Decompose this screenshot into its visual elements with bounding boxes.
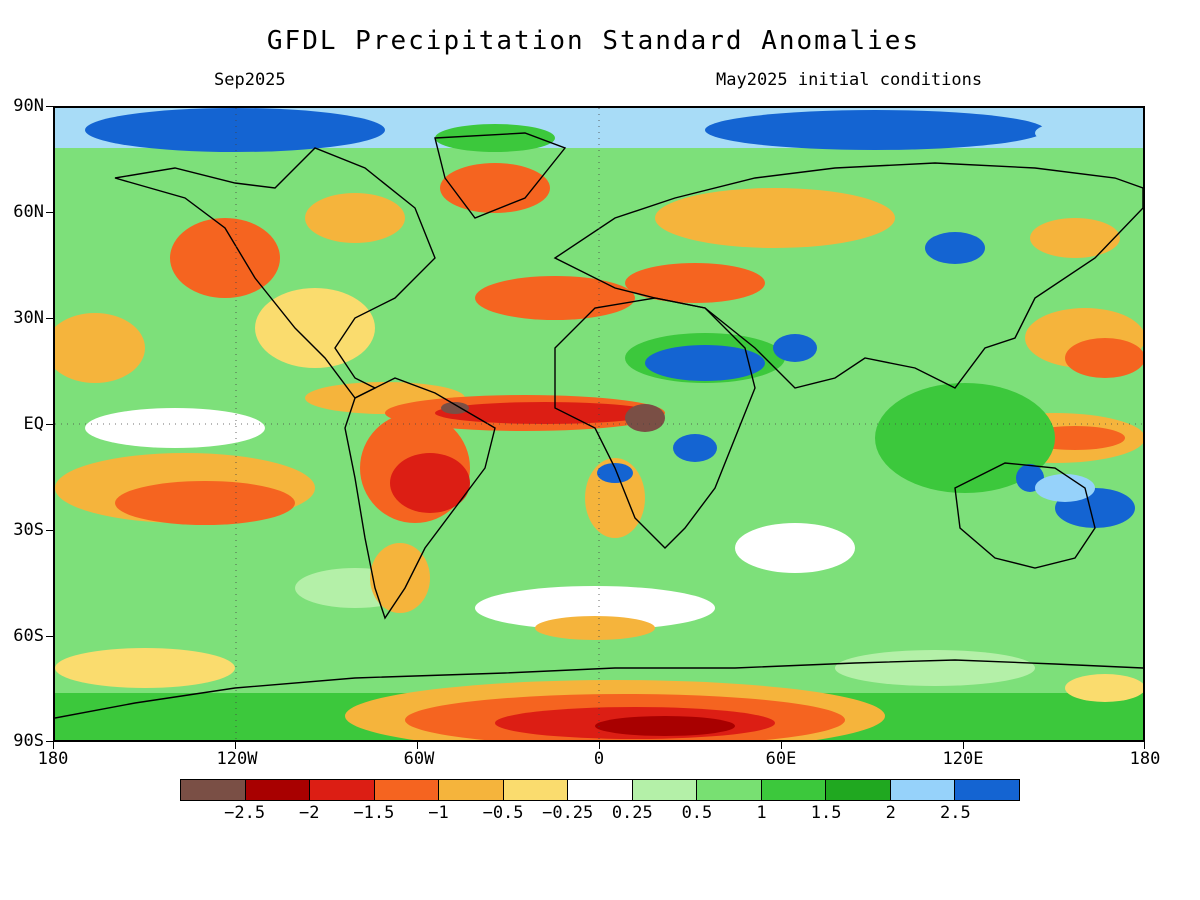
lat-tick-label: 90S bbox=[13, 731, 44, 751]
colorbar-label: 1.5 bbox=[810, 803, 842, 823]
colorbar-label: 2 bbox=[885, 803, 896, 823]
maritime-wet-anomaly bbox=[875, 232, 1135, 528]
colorbar-swatch bbox=[245, 780, 311, 800]
chart-title: GFDL Precipitation Standard Anomalies bbox=[266, 26, 921, 56]
lat-tick-mark bbox=[46, 530, 53, 531]
lat-tick-mark bbox=[46, 318, 53, 319]
colorbar-swatch bbox=[310, 780, 375, 800]
lon-tick-label: 120E bbox=[942, 749, 984, 769]
lon-tick-label: 60E bbox=[765, 749, 797, 769]
lat-tick-label: 90N bbox=[13, 96, 44, 116]
lat-tick-mark bbox=[46, 424, 53, 425]
lon-tick-mark bbox=[53, 742, 54, 749]
lat-tick-mark bbox=[46, 741, 53, 742]
north-america-outline bbox=[114, 147, 436, 399]
colorbar-swatch bbox=[568, 780, 633, 800]
colorbar-label: −1.5 bbox=[353, 803, 395, 823]
colorbar-label: −0.25 bbox=[542, 803, 594, 823]
colorbar-label: 1 bbox=[756, 803, 767, 823]
anomaly-map bbox=[53, 106, 1145, 742]
lon-tick-label: 180 bbox=[37, 749, 69, 769]
northern-dry-patches bbox=[55, 163, 1143, 383]
lat-tick-label: EQ bbox=[23, 414, 44, 434]
greenland-outline bbox=[434, 132, 567, 219]
lat-tick-mark bbox=[46, 212, 53, 213]
lon-tick-mark bbox=[235, 742, 236, 749]
colorbar-swatch bbox=[439, 780, 504, 800]
colorbar-swatch bbox=[632, 780, 698, 800]
lon-tick-mark bbox=[1144, 742, 1145, 749]
colorbar-swatch bbox=[503, 780, 569, 800]
eurasia-outline bbox=[553, 162, 1143, 389]
africa-wet-anomaly bbox=[597, 333, 817, 483]
lon-tick-mark bbox=[599, 742, 600, 749]
africa-outline bbox=[554, 297, 756, 549]
lon-tick-label: 120W bbox=[216, 749, 258, 769]
lat-tick-label: 30N bbox=[13, 308, 44, 328]
near-normal-patches bbox=[85, 408, 1035, 686]
antarctica-outline bbox=[55, 659, 1143, 719]
reference-gridlines bbox=[55, 108, 1143, 740]
colorbar-label: −2 bbox=[298, 803, 320, 823]
colorbar-label: 0.25 bbox=[611, 803, 653, 823]
forecast-month: Sep2025 bbox=[214, 70, 286, 90]
colorbar-swatch bbox=[761, 780, 827, 800]
colorbar-swatch bbox=[181, 780, 246, 800]
south-america-outline bbox=[344, 377, 496, 620]
colorbar-legend bbox=[180, 779, 1020, 801]
colorbar-label: 0.5 bbox=[681, 803, 713, 823]
lon-tick-label: 60W bbox=[403, 749, 435, 769]
colorbar-swatch bbox=[890, 780, 956, 800]
colorbar-label: 2.5 bbox=[940, 803, 971, 823]
colorbar-swatch bbox=[826, 780, 891, 800]
coastlines bbox=[55, 132, 1143, 719]
lon-tick-mark bbox=[417, 742, 418, 749]
colorbar-swatch bbox=[955, 780, 1019, 800]
initial-conditions: May2025 initial conditions bbox=[716, 70, 983, 90]
lat-tick-label: 60S bbox=[13, 626, 44, 646]
lon-tick-label: 180 bbox=[1129, 749, 1161, 769]
colorbar-label: −0.5 bbox=[482, 803, 524, 823]
lon-tick-mark bbox=[781, 742, 782, 749]
colorbar-swatch bbox=[697, 780, 762, 800]
lat-tick-label: 30S bbox=[13, 520, 44, 540]
colorbar-label: −1 bbox=[428, 803, 449, 823]
lon-tick-mark bbox=[963, 742, 964, 749]
lat-tick-mark bbox=[46, 636, 53, 637]
lat-tick-mark bbox=[46, 106, 53, 107]
colorbar-swatch bbox=[374, 780, 440, 800]
anomaly-map-svg bbox=[55, 108, 1143, 740]
australia-outline bbox=[954, 462, 1096, 569]
lon-tick-label: 0 bbox=[593, 749, 605, 769]
colorbar-label: −2.5 bbox=[224, 803, 266, 823]
lat-tick-label: 60N bbox=[13, 202, 44, 222]
